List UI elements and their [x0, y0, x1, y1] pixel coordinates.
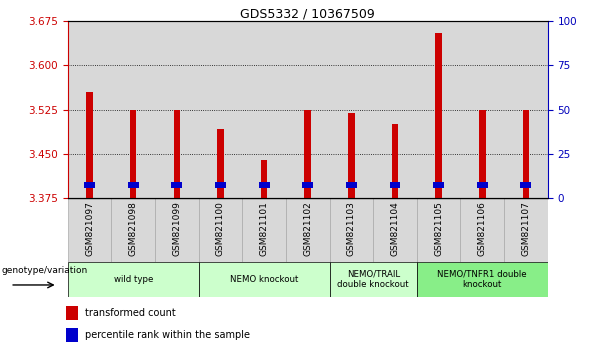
Text: GSM821098: GSM821098: [128, 201, 138, 256]
Bar: [259, 182, 270, 188]
Bar: [242, 21, 286, 198]
Bar: [330, 262, 417, 297]
Bar: [504, 21, 548, 198]
Bar: [174, 110, 180, 198]
Bar: [155, 21, 198, 198]
Text: GSM821103: GSM821103: [347, 201, 356, 256]
Bar: [330, 21, 373, 198]
Text: NEMO knockout: NEMO knockout: [230, 275, 298, 284]
Bar: [217, 129, 224, 198]
Bar: [417, 198, 461, 262]
Text: wild type: wild type: [114, 275, 153, 284]
Bar: [286, 198, 330, 262]
Bar: [348, 113, 355, 198]
Bar: [417, 262, 548, 297]
Text: NEMO/TRAIL
double knockout: NEMO/TRAIL double knockout: [337, 270, 409, 289]
Bar: [286, 21, 330, 198]
Bar: [305, 110, 311, 198]
Bar: [477, 182, 488, 188]
Bar: [155, 198, 198, 262]
Text: GSM821104: GSM821104: [391, 201, 399, 256]
Bar: [86, 92, 93, 198]
Bar: [68, 198, 111, 262]
Bar: [435, 33, 442, 198]
Bar: [261, 160, 267, 198]
Bar: [417, 21, 461, 198]
Text: GSM821097: GSM821097: [85, 201, 94, 256]
Bar: [522, 110, 530, 198]
Bar: [215, 182, 226, 188]
Text: GSM821099: GSM821099: [173, 201, 181, 256]
Bar: [128, 182, 138, 188]
Bar: [198, 21, 242, 198]
Text: percentile rank within the sample: percentile rank within the sample: [85, 330, 250, 340]
Bar: [389, 182, 401, 188]
Bar: [434, 182, 444, 188]
Text: GSM821101: GSM821101: [260, 201, 269, 256]
Bar: [198, 198, 242, 262]
Title: GDS5332 / 10367509: GDS5332 / 10367509: [240, 7, 375, 20]
Bar: [521, 182, 531, 188]
Bar: [302, 182, 313, 188]
Text: GSM821107: GSM821107: [521, 201, 531, 256]
Bar: [373, 198, 417, 262]
Bar: [198, 262, 330, 297]
Bar: [111, 198, 155, 262]
Bar: [68, 21, 111, 198]
Text: genotype/variation: genotype/variation: [1, 266, 88, 275]
Bar: [346, 182, 357, 188]
Bar: [66, 306, 78, 320]
Bar: [111, 21, 155, 198]
Bar: [68, 262, 198, 297]
Bar: [330, 198, 373, 262]
Text: NEMO/TNFR1 double
knockout: NEMO/TNFR1 double knockout: [438, 270, 527, 289]
Text: GSM821105: GSM821105: [434, 201, 443, 256]
Bar: [242, 198, 286, 262]
Text: GSM821106: GSM821106: [478, 201, 487, 256]
Bar: [66, 328, 78, 342]
Bar: [504, 198, 548, 262]
Bar: [479, 110, 485, 198]
Bar: [373, 21, 417, 198]
Text: GSM821102: GSM821102: [303, 201, 312, 256]
Text: transformed count: transformed count: [85, 308, 176, 318]
Bar: [130, 110, 137, 198]
Bar: [171, 182, 182, 188]
Bar: [392, 125, 398, 198]
Bar: [461, 198, 504, 262]
Bar: [84, 182, 95, 188]
Text: GSM821100: GSM821100: [216, 201, 225, 256]
Bar: [461, 21, 504, 198]
